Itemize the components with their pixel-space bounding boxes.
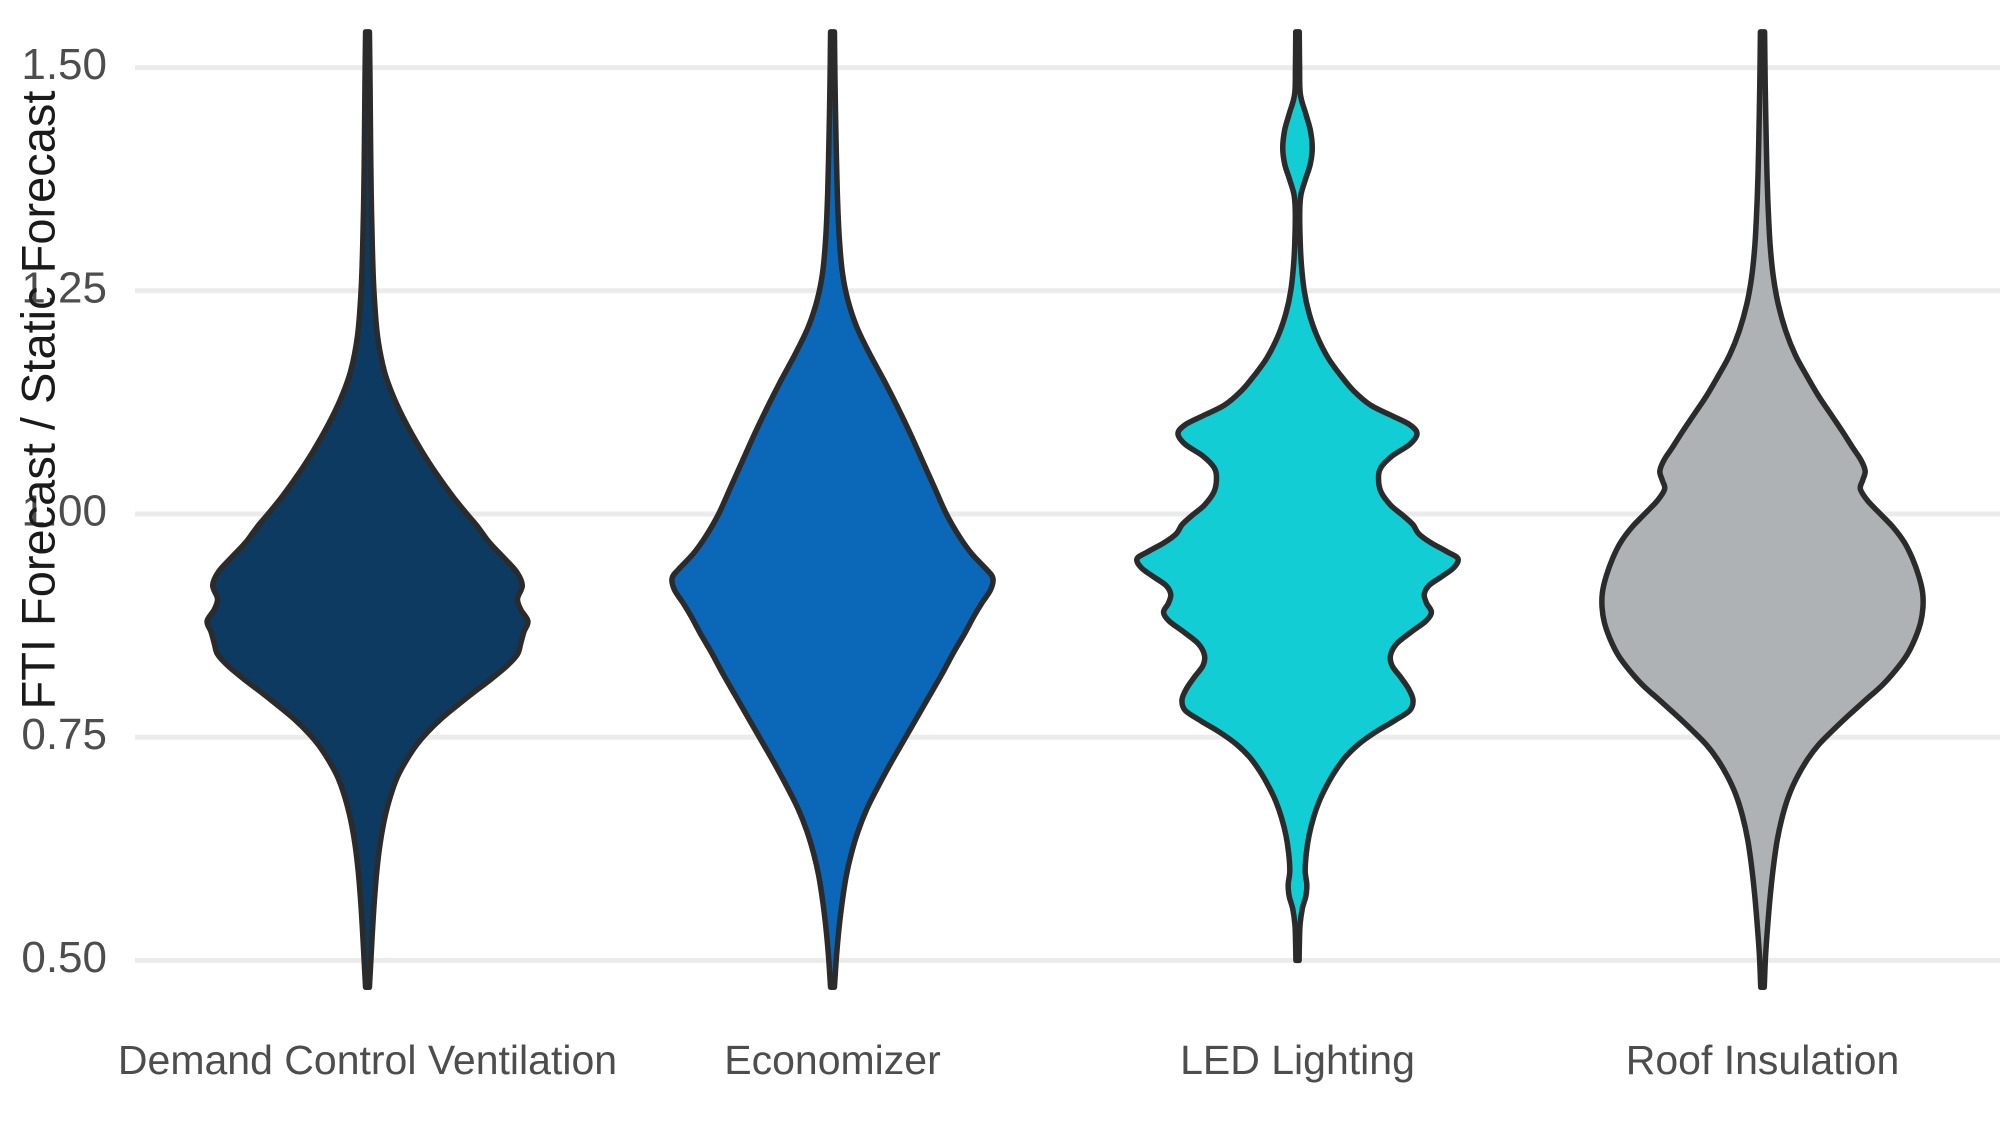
y-tick-label-1.25: 1.25 — [21, 263, 107, 312]
x-tick-label-roof-insulation: Roof Insulation — [1626, 1037, 1900, 1083]
y-axis-tick-labels: 0.50 0.75 1.00 1.25 1.50 — [21, 40, 107, 982]
x-axis-tick-labels: Demand Control Ventilation Economizer LED … — [118, 1037, 1899, 1083]
y-tick-label-1.00: 1.00 — [21, 487, 107, 536]
x-tick-label-economizer: Economizer — [724, 1037, 940, 1083]
violin-roof-insulation[interactable] — [1599, 29, 1926, 990]
x-tick-label-demand-control-ventilation: Demand Control Ventilation — [118, 1037, 617, 1083]
y-tick-label-0.50: 0.50 — [21, 933, 107, 982]
violin-series-group — [204, 29, 1926, 990]
y-tick-label-1.50: 1.50 — [21, 40, 107, 89]
y-tick-label-0.75: 0.75 — [21, 710, 107, 759]
y-axis-title: FTI Forecast / Static Forecast — [11, 91, 64, 710]
violin-led-lighting[interactable] — [1134, 29, 1461, 964]
violin-economizer[interactable] — [669, 29, 996, 990]
violin-demand-control-ventilation[interactable] — [204, 29, 531, 990]
x-tick-label-led-lighting: LED Lighting — [1180, 1037, 1415, 1083]
